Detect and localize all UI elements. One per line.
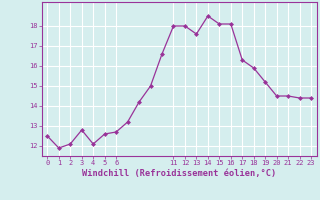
X-axis label: Windchill (Refroidissement éolien,°C): Windchill (Refroidissement éolien,°C) <box>82 169 276 178</box>
